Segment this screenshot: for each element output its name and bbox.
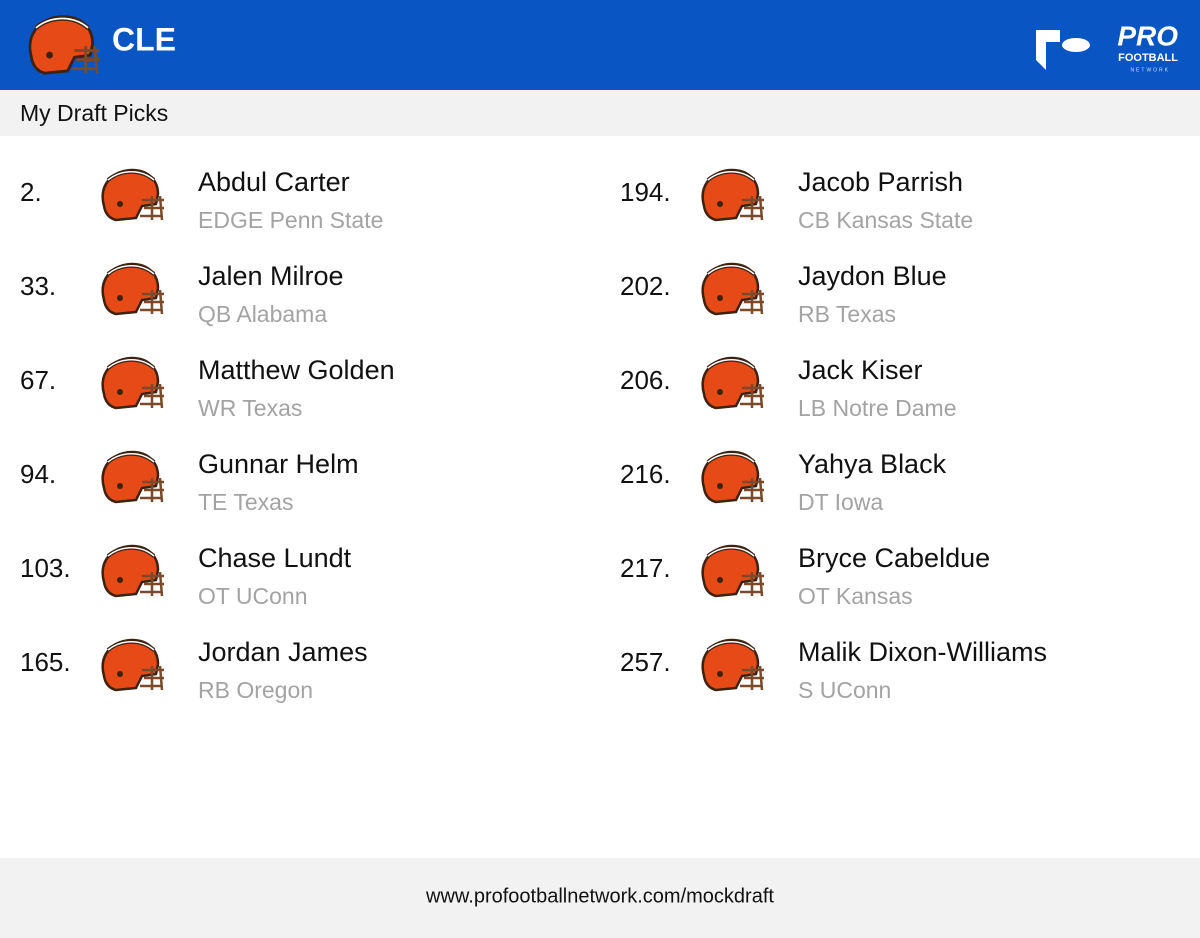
player-detail: WR Texas — [198, 395, 302, 421]
pick-number: 2. — [20, 177, 42, 207]
pick-list: 2. Abdul Carter EDGE Penn State 33. Jalen Mi… — [20, 167, 1047, 703]
player-name: Jordan James — [198, 637, 368, 667]
player-helmet — [100, 638, 166, 692]
pick-number: 206. — [620, 365, 671, 395]
player-helmet — [100, 356, 166, 410]
section-bar — [0, 90, 1200, 136]
section-title: My Draft Picks — [20, 100, 168, 126]
player-name: Chase Lundt — [198, 543, 352, 573]
player-name: Jaydon Blue — [798, 261, 947, 291]
player-detail: S UConn — [798, 677, 891, 703]
logo-ball — [1062, 38, 1090, 52]
player-detail: LB Notre Dame — [798, 395, 957, 421]
player-helmet — [700, 544, 766, 598]
player-detail: RB Oregon — [198, 677, 313, 703]
pick-number: 165. — [20, 647, 71, 677]
player-detail: DT Iowa — [798, 489, 883, 515]
footer-bar — [0, 858, 1200, 938]
player-name: Malik Dixon-Williams — [798, 637, 1047, 667]
player-name: Yahya Black — [798, 449, 947, 479]
player-name: Bryce Cabeldue — [798, 543, 990, 573]
logo-pro: PRO — [1117, 20, 1178, 51]
player-helmet — [700, 638, 766, 692]
player-detail: EDGE Penn State — [198, 207, 383, 233]
brand-logo: PRO FOOTBALL NETWORK — [1036, 20, 1178, 73]
pick-number: 194. — [620, 177, 671, 207]
player-name: Matthew Golden — [198, 355, 395, 385]
player-helmet — [700, 450, 766, 504]
header-bar — [0, 0, 1200, 90]
player-name: Jack Kiser — [798, 355, 923, 385]
pick-number: 94. — [20, 459, 56, 489]
pick-number: 103. — [20, 553, 71, 583]
player-detail: OT Kansas — [798, 583, 913, 609]
pick-number: 257. — [620, 647, 671, 677]
player-helmet — [700, 262, 766, 316]
player-helmet — [700, 168, 766, 222]
pick-number: 33. — [20, 271, 56, 301]
logo-football: FOOTBALL — [1118, 52, 1178, 64]
player-detail: CB Kansas State — [798, 207, 973, 233]
logo-network: NETWORK — [1130, 67, 1170, 73]
player-name: Jacob Parrish — [798, 167, 963, 197]
player-detail: QB Alabama — [198, 301, 327, 327]
player-helmet — [100, 544, 166, 598]
player-name: Abdul Carter — [198, 167, 350, 197]
player-detail: RB Texas — [798, 301, 896, 327]
player-detail: OT UConn — [198, 583, 308, 609]
pick-number: 202. — [620, 271, 671, 301]
pick-number: 217. — [620, 553, 671, 583]
pick-number: 67. — [20, 365, 56, 395]
pick-number: 216. — [620, 459, 671, 489]
player-helmet — [100, 168, 166, 222]
footer-url: www.profootballnetwork.com/mockdraft — [425, 885, 774, 907]
player-name: Gunnar Helm — [198, 449, 359, 479]
logo-mark — [1036, 30, 1060, 70]
team-abbr: CLE — [112, 21, 176, 57]
player-helmet — [100, 262, 166, 316]
player-name: Jalen Milroe — [198, 261, 344, 291]
player-detail: TE Texas — [198, 489, 293, 515]
player-helmet — [100, 450, 166, 504]
player-helmet — [700, 356, 766, 410]
